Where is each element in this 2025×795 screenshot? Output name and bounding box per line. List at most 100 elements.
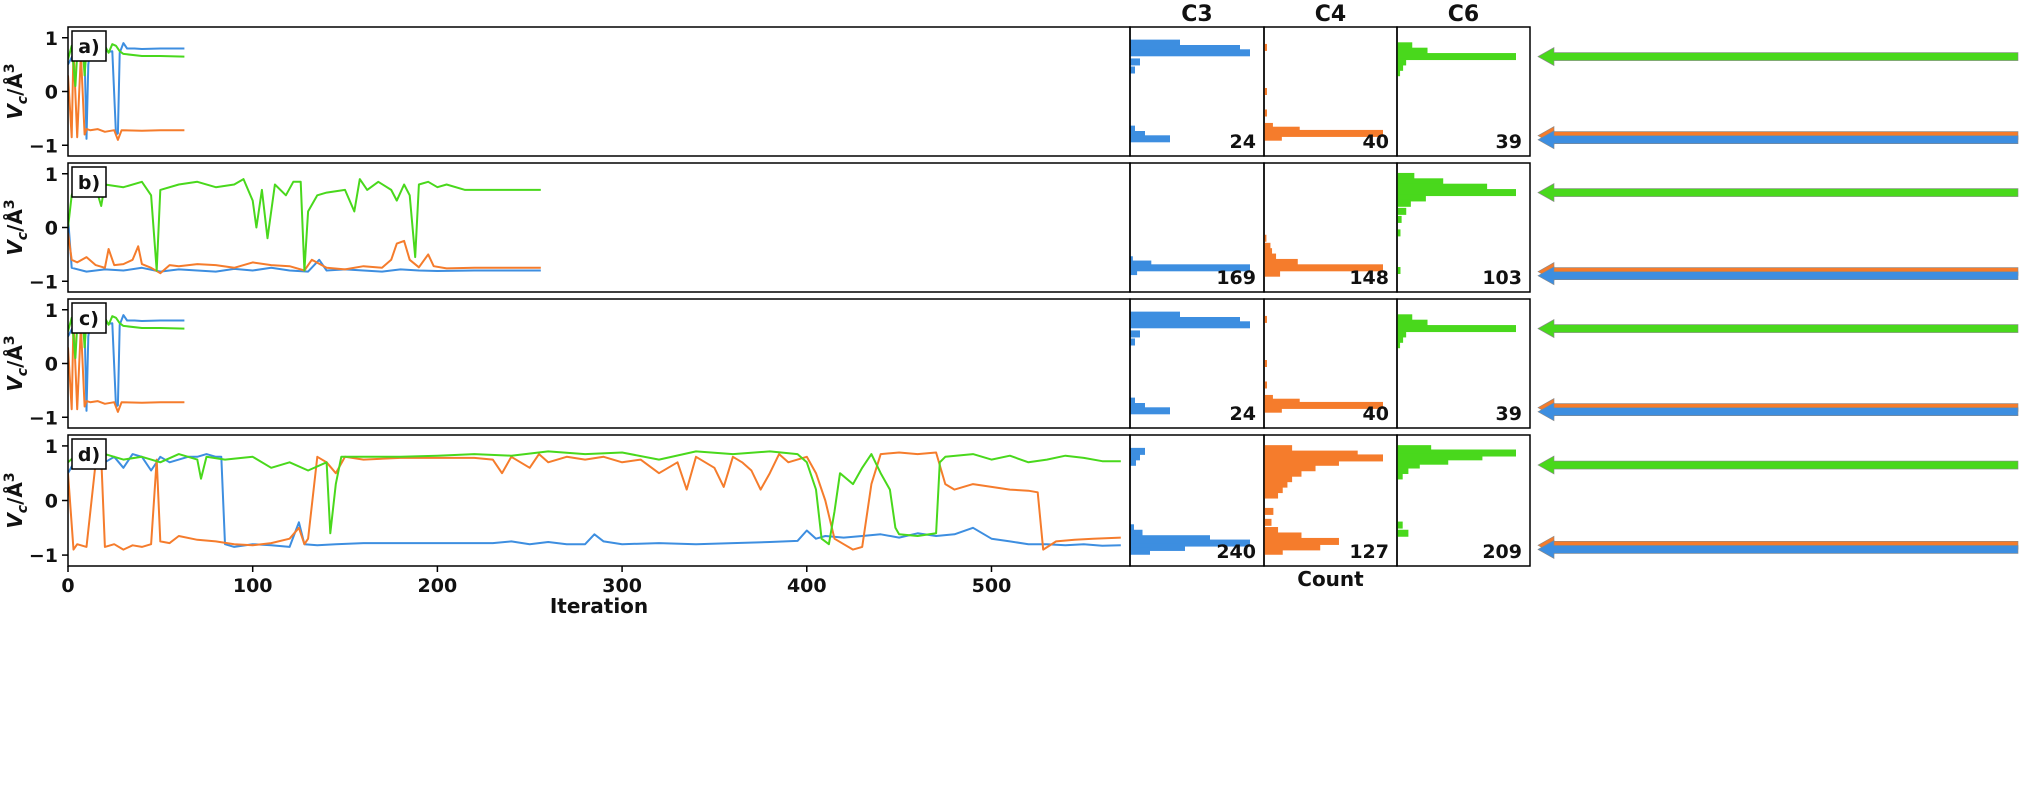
y-axis-label-unit: /Å <box>3 209 27 232</box>
histogram-c6: 209 <box>1396 434 1531 567</box>
series-line-c4 <box>68 319 185 413</box>
hist-bar-c3 <box>1130 131 1145 138</box>
y-axis-label-sub: c <box>15 504 31 513</box>
column-title-c3: C3 <box>1181 2 1212 27</box>
hist-bar-c3 <box>1130 539 1250 547</box>
hist-bar-c4 <box>1264 381 1267 389</box>
hist-bar-c6 <box>1397 189 1516 197</box>
series-line-c4 <box>68 451 1121 551</box>
reference-arrow-c6 <box>1537 455 2019 475</box>
hist-bar-c4 <box>1264 491 1279 499</box>
panel-label-text: b) <box>78 172 100 194</box>
y-axis-label-v: V <box>3 103 27 120</box>
series-line-c3 <box>68 453 1121 548</box>
hist-bar-c3 <box>1130 535 1210 543</box>
series-line-c4 <box>68 47 185 141</box>
y-tick-label: 1 <box>45 164 58 186</box>
bottom-axis: 0 100 200 300 400 500 Iteration Count <box>61 566 1364 618</box>
hist-bar-c4 <box>1264 88 1267 95</box>
hist-bar-c4 <box>1264 315 1267 323</box>
y-axis-label-unit: /Å <box>3 73 27 96</box>
y-axis-label-sup: 3 <box>2 63 18 73</box>
hist-bar-c6 <box>1397 529 1409 537</box>
hist-count-label: 148 <box>1349 267 1389 289</box>
y-axis-label-unit: /Å <box>3 345 27 368</box>
y-axis-label-sub: c <box>15 95 31 104</box>
hist-bar-c4 <box>1264 507 1274 515</box>
hist-count-label: 103 <box>1482 267 1522 289</box>
hist-bar-c4 <box>1264 464 1316 472</box>
hist-count-label: 39 <box>1496 131 1522 153</box>
reference-arrow-c3 <box>1537 266 2019 286</box>
hist-bar-c4 <box>1264 445 1293 453</box>
hist-bar-c3 <box>1130 547 1150 555</box>
hist-bar-c3 <box>1130 256 1133 264</box>
hist-bar-c4 <box>1264 253 1277 261</box>
y-axis-label-sup: 3 <box>2 335 18 345</box>
hist-bar-c6 <box>1397 461 1420 469</box>
hist-bar-c6 <box>1397 69 1401 77</box>
x-tick-label: 500 <box>972 575 1012 597</box>
y-axis-label-v: V <box>3 239 27 256</box>
y-tick-label: 1 <box>45 436 58 458</box>
hist-bar-c3 <box>1130 66 1135 74</box>
hist-bar-c4 <box>1264 258 1298 266</box>
hist-axis-label: Count <box>1297 567 1364 591</box>
hist-count-label: 40 <box>1363 403 1389 425</box>
hist-bar-c4 <box>1264 129 1383 137</box>
hist-bar-c6 <box>1397 42 1413 50</box>
hist-bar-c3 <box>1130 260 1152 268</box>
y-axis-label-unit: /Å <box>3 482 27 505</box>
hist-frame <box>1396 26 1531 157</box>
y-tick-label: −1 <box>29 135 58 157</box>
histogram-c6: 103 <box>1396 162 1531 293</box>
hist-bar-c6 <box>1397 183 1488 191</box>
plot-frame <box>67 162 1131 293</box>
hist-bar-c6 <box>1397 466 1409 474</box>
y-tick-label: −1 <box>29 271 58 293</box>
hist-bar-c6 <box>1397 445 1432 453</box>
reference-arrow-c3 <box>1537 402 2019 422</box>
panel-label-box <box>71 438 107 470</box>
x-tick-label: 300 <box>602 575 642 597</box>
hist-bar-c4 <box>1264 242 1271 250</box>
panel-label-text: a) <box>78 36 100 58</box>
column-title-c4: C4 <box>1315 2 1346 27</box>
y-tick-label: −1 <box>29 407 58 429</box>
hist-bar-c3 <box>1130 39 1180 47</box>
hist-bar-c3 <box>1130 268 1138 276</box>
hist-bar-c6 <box>1397 457 1449 465</box>
hist-bar-c3 <box>1130 321 1250 329</box>
hist-bar-c3 <box>1130 45 1240 52</box>
hist-bar-c4 <box>1264 133 1282 141</box>
line-series-group <box>68 178 541 275</box>
histogram-c3: 24 <box>1129 298 1265 429</box>
hist-count-label: 127 <box>1349 541 1389 563</box>
y-tick-label: 1 <box>45 28 58 50</box>
hist-frame <box>1396 162 1531 293</box>
panel-label-box <box>71 166 107 198</box>
hist-bar-c6 <box>1397 521 1403 529</box>
reference-arrow-c6 <box>1537 319 2019 339</box>
hist-bar-c3 <box>1130 403 1145 410</box>
y-axis-label-sub: c <box>15 367 31 376</box>
hist-bar-c4 <box>1264 486 1283 494</box>
x-tick-label: 100 <box>233 575 273 597</box>
panel-label: b) <box>71 166 107 198</box>
panel-label-text: c) <box>79 308 99 330</box>
hist-bar-c3 <box>1130 458 1136 466</box>
reference-arrow-c3 <box>1537 539 2019 559</box>
hist-count-label: 24 <box>1230 403 1256 425</box>
panel-label-box <box>71 302 107 334</box>
hist-bar-c6 <box>1397 47 1428 55</box>
y-tick-label: 0 <box>45 218 58 240</box>
histogram-c4: 127 <box>1263 434 1398 567</box>
hist-count-label: 209 <box>1482 541 1522 563</box>
hist-bar-c3 <box>1130 317 1240 324</box>
hist-bar-c6 <box>1397 63 1404 71</box>
